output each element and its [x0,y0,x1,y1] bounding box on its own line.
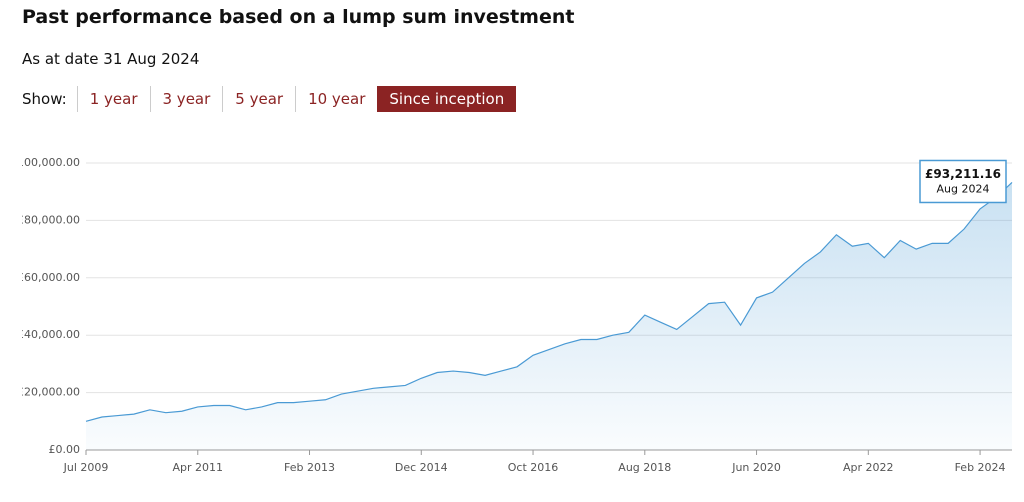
period-selector: Show: 1 year 3 year 5 year 10 year Since inc… [22,86,517,112]
x-tick-label: Oct 2016 [508,461,559,474]
show-label: Show: [22,90,67,108]
x-tick-label: Jul 2009 [63,461,109,474]
period-option[interactable]: Since inception [377,86,517,112]
y-tick-label: £80,000.00 [17,213,80,226]
area [86,182,1012,450]
tooltip-box [919,159,1007,204]
x-tick-label: Aug 2018 [618,461,671,474]
y-tick-label: £20,000.00 [17,386,80,399]
x-tick-label: Feb 2024 [955,461,1006,474]
line [85,182,1013,422]
x-tick-label: Apr 2011 [172,461,223,474]
title: Past performance based on a lump sum inv… [22,6,575,28]
x-tick-label: Jun 2020 [731,461,781,474]
x-tick-label: Feb 2013 [284,461,335,474]
y-tick-label: £40,000.00 [17,328,80,341]
period-option[interactable]: 10 year [295,86,377,112]
as-at-date: As at date 31 Aug 2024 [22,50,200,68]
period-option[interactable]: 5 year [222,86,295,112]
y-tick-label: £0.00 [49,443,81,456]
x-tick-label: Dec 2014 [395,461,448,474]
y-tick-label: £60,000.00 [17,271,80,284]
y-tick-label: £100,000.00 [10,156,80,169]
period-option[interactable]: 1 year [76,86,150,112]
tooltip-value: £93,211.16 [925,167,1001,181]
period-option[interactable]: 3 year [149,86,223,112]
tooltip-date: Aug 2024 [937,182,990,195]
x-tick-label: Apr 2022 [843,461,894,474]
